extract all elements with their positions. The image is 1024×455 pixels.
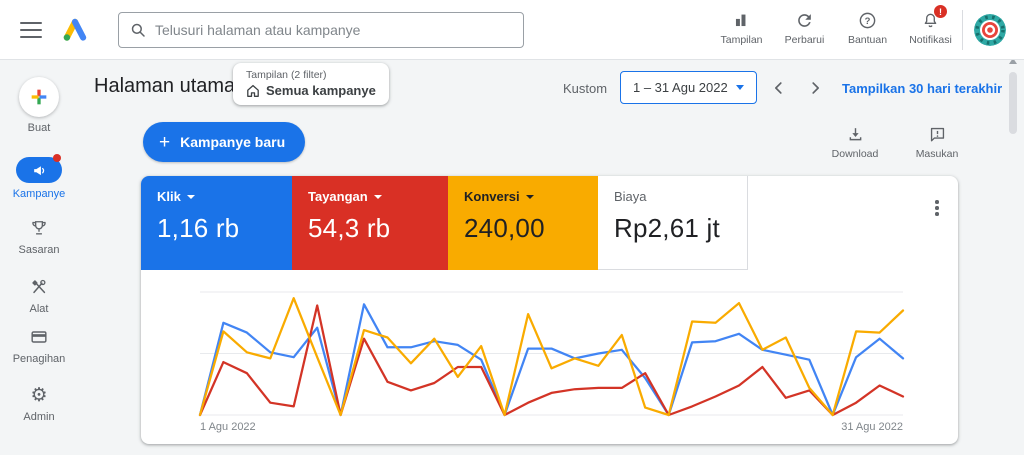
sidebar-item-label: Admin [23, 411, 55, 423]
campaign-alert-dot [53, 154, 61, 162]
chevron-down-icon [186, 194, 195, 199]
feedback-button[interactable]: Masukan [911, 125, 963, 160]
card-overflow-menu-button[interactable] [929, 198, 945, 218]
date-prev-button[interactable] [768, 77, 790, 99]
search-input[interactable] [155, 22, 513, 38]
x-axis-label-start: 1 Agu 2022 [200, 421, 256, 433]
sidebar-item-campaigns[interactable]: Kampanye [0, 154, 78, 200]
search-icon [131, 23, 145, 37]
sidebar-item-goals[interactable]: Sasaran [0, 217, 78, 256]
sidebar-item-billing[interactable]: Penagihan [0, 326, 78, 365]
x-axis-label-end: 31 Agu 2022 [841, 421, 903, 433]
metric-label: Tayangan [308, 189, 368, 204]
sidebar-item-label: Buat [27, 122, 51, 134]
feedback-label: Masukan [915, 148, 959, 160]
top-app-bar: Tampilan Perbarui ? Bantuan [0, 0, 1024, 60]
download-icon [849, 128, 861, 141]
scrollbar-thumb[interactable] [1009, 72, 1017, 134]
topbar-divider [962, 10, 963, 50]
metric-value: Rp2,61 jt [614, 213, 720, 243]
date-range-selector[interactable]: 1 – 31 Agu 2022 [620, 71, 757, 104]
chevron-down-icon [373, 194, 382, 199]
home-icon [247, 84, 259, 97]
metric-value: 1,16 rb [157, 213, 240, 243]
date-range-value: 1 – 31 Agu 2022 [633, 80, 728, 95]
metric-tile-impressions[interactable]: Tayangan 54,3 rb [292, 176, 448, 270]
metric-tile-cost[interactable]: Biaya Rp2,61 jt [598, 176, 748, 270]
download-button[interactable]: Download [831, 125, 879, 160]
chevron-left-icon [774, 82, 782, 94]
refresh-button[interactable]: Perbarui [773, 9, 836, 46]
left-nav-rail: Buat Kampanye Sasaran [0, 60, 78, 455]
sidebar-item-label: Kampanye [12, 188, 66, 200]
metric-label: Biaya [614, 189, 647, 204]
show-last-30-days-link[interactable]: Tampilkan 30 hari terakhir [842, 81, 1003, 96]
overview-chart-card: Klik 1,16 rb Tayangan 54,3 rb Konversi 2… [141, 176, 958, 444]
scrollbar-up-arrow[interactable] [1009, 58, 1017, 64]
sidebar-item-tools[interactable]: Alat [0, 276, 78, 315]
google-ads-logo-icon[interactable] [60, 15, 90, 45]
metric-value: 54,3 rb [308, 213, 391, 243]
filter-chip[interactable]: Tampilan (2 filter) Semua kampanye [233, 63, 389, 105]
metric-value: 240,00 [464, 213, 545, 243]
notifications-button[interactable]: ! Notifikasi [899, 4, 962, 46]
metric-tile-conversions[interactable]: Konversi 240,00 [448, 176, 598, 270]
sidebar-item-label: Sasaran [18, 244, 60, 256]
date-mode-label: Kustom [563, 81, 608, 96]
topbar-actions: Tampilan Perbarui ? Bantuan [710, 4, 962, 46]
time-series-chart: 1 Agu 2022 31 Agu 2022 [141, 270, 958, 444]
sidebar-item-label: Penagihan [12, 353, 66, 365]
new-campaign-label: Kampanye baru [180, 134, 286, 150]
new-campaign-button[interactable]: + Kampanye baru [143, 122, 306, 162]
metric-label: Konversi [464, 189, 520, 204]
chevron-right-icon [812, 82, 820, 94]
bell-icon [921, 9, 940, 31]
chevron-down-icon [525, 194, 534, 199]
series-line-tayangan [198, 304, 905, 417]
trophy-icon [29, 217, 49, 239]
notifications-label: Notifikasi [909, 34, 952, 46]
filter-chip-value: Semua kampanye [266, 83, 376, 98]
plus-icon: + [159, 131, 171, 153]
metric-label: Klik [157, 189, 181, 204]
notification-badge: ! [933, 4, 948, 19]
appearance-button[interactable]: Tampilan [710, 9, 773, 46]
download-label: Download [831, 148, 879, 160]
sidebar-item-label: Alat [29, 303, 49, 315]
megaphone-icon [33, 165, 44, 175]
filter-chip-caption: Tampilan (2 filter) [246, 69, 327, 81]
help-button[interactable]: ? Bantuan [836, 9, 899, 46]
series-line-konversi [198, 297, 905, 417]
help-label: Bantuan [847, 34, 888, 46]
credit-card-icon [29, 326, 49, 348]
sidebar-item-create[interactable]: Buat [0, 77, 78, 134]
avatar[interactable] [974, 14, 1006, 46]
date-next-button[interactable] [804, 77, 826, 99]
multicolor-plus-icon [31, 89, 47, 105]
help-icon: ? [858, 9, 877, 31]
appearance-label: Tampilan [720, 34, 763, 46]
search-box [118, 12, 524, 48]
series-line-klik [198, 303, 905, 417]
metric-tile-clicks[interactable]: Klik 1,16 rb [141, 176, 292, 270]
gear-icon: ⚙ [30, 384, 48, 406]
metric-tiles: Klik 1,16 rb Tayangan 54,3 rb Konversi 2… [141, 176, 958, 270]
tools-icon [29, 276, 49, 298]
feedback-icon [930, 127, 944, 142]
line-chart: 1 Agu 2022 31 Agu 2022 [198, 291, 905, 433]
refresh-icon [795, 9, 814, 31]
sidebar-item-admin[interactable]: ⚙ Admin [0, 384, 78, 423]
menu-icon[interactable] [20, 22, 42, 38]
page-title: Halaman utama [94, 75, 236, 97]
svg-text:?: ? [865, 15, 871, 26]
chevron-down-icon [736, 85, 744, 90]
columns-chart-icon [732, 9, 751, 31]
refresh-label: Perbarui [784, 34, 825, 46]
